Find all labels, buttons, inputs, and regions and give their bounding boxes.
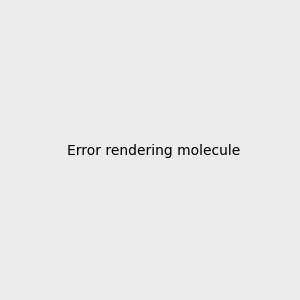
Text: Error rendering molecule: Error rendering molecule <box>67 145 240 158</box>
